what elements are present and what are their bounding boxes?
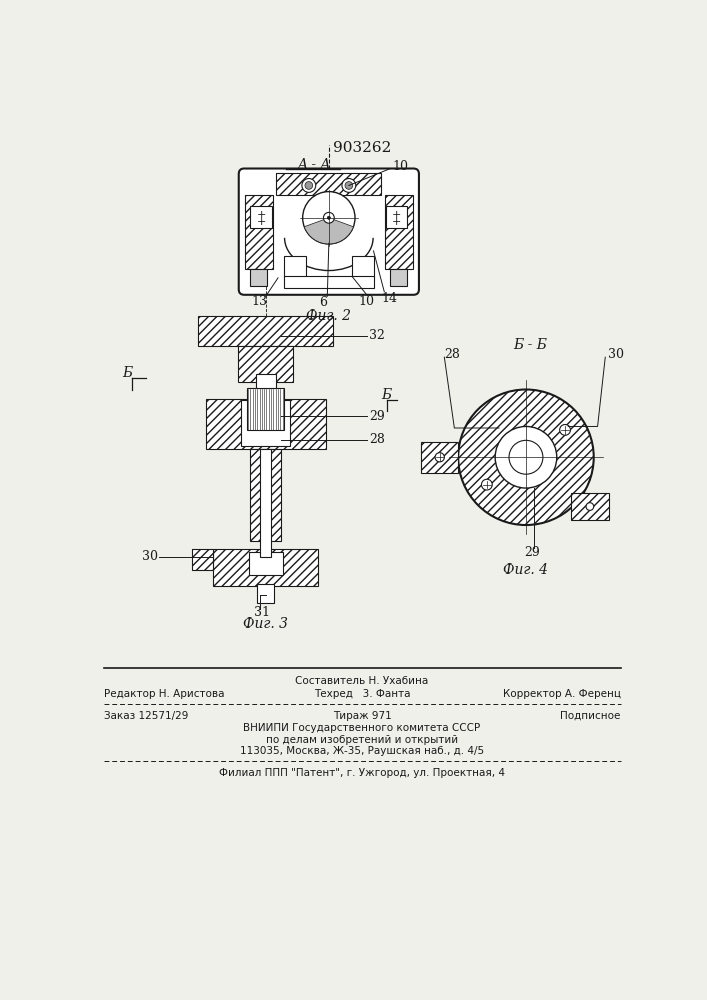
Text: 10: 10 bbox=[393, 160, 409, 173]
Bar bbox=[571, 493, 609, 520]
Bar bbox=[238, 346, 293, 382]
Bar bbox=[214, 549, 318, 586]
Bar bbox=[198, 316, 334, 346]
Text: 30: 30 bbox=[142, 550, 158, 563]
Circle shape bbox=[302, 179, 316, 192]
Bar bbox=[276, 173, 381, 195]
Bar bbox=[352, 256, 373, 278]
Circle shape bbox=[345, 182, 353, 189]
Bar bbox=[238, 346, 293, 382]
Text: 30: 30 bbox=[607, 348, 624, 361]
Bar bbox=[214, 549, 318, 586]
Bar bbox=[245, 195, 273, 269]
Text: Подписное: Подписное bbox=[561, 711, 621, 721]
Bar bbox=[192, 549, 214, 570]
Bar bbox=[250, 449, 281, 541]
Text: Корректор А. Ференц: Корректор А. Ференц bbox=[503, 689, 621, 699]
Text: 29: 29 bbox=[525, 546, 540, 559]
Bar bbox=[390, 269, 407, 286]
Text: 113035, Москва, Ж-35, Раушская наб., д. 4/5: 113035, Москва, Ж-35, Раушская наб., д. … bbox=[240, 746, 484, 756]
Text: Техред   3. Фанта: Техред 3. Фанта bbox=[314, 689, 410, 699]
Bar bbox=[284, 276, 373, 288]
Circle shape bbox=[586, 503, 594, 510]
Text: ВНИИПИ Государственного комитета СССР: ВНИИПИ Государственного комитета СССР bbox=[243, 723, 481, 733]
Bar bbox=[249, 552, 283, 575]
Bar bbox=[284, 256, 305, 278]
Wedge shape bbox=[304, 218, 354, 244]
Bar bbox=[206, 399, 326, 449]
Bar bbox=[276, 173, 381, 195]
Text: 31: 31 bbox=[254, 606, 270, 619]
Text: Фиг. 2: Фиг. 2 bbox=[306, 309, 351, 323]
Text: Фиг. 4: Фиг. 4 bbox=[503, 563, 549, 577]
Bar bbox=[260, 449, 271, 557]
Circle shape bbox=[458, 389, 594, 525]
Text: 14: 14 bbox=[381, 292, 397, 305]
Bar bbox=[198, 316, 334, 346]
Bar bbox=[250, 206, 272, 228]
Circle shape bbox=[509, 440, 543, 474]
Bar bbox=[245, 195, 273, 269]
Text: Филиал ППП "Патент", г. Ужгород, ул. Проектная, 4: Филиал ППП "Патент", г. Ужгород, ул. Про… bbox=[219, 768, 505, 778]
Circle shape bbox=[560, 424, 571, 435]
Text: +: + bbox=[257, 210, 266, 220]
Bar bbox=[385, 195, 413, 269]
Circle shape bbox=[435, 453, 444, 462]
Text: Б: Б bbox=[122, 366, 132, 380]
Text: +: + bbox=[392, 210, 402, 220]
Circle shape bbox=[495, 426, 557, 488]
Circle shape bbox=[342, 179, 356, 192]
Text: 6: 6 bbox=[319, 296, 327, 309]
Text: 29: 29 bbox=[369, 410, 385, 423]
Bar bbox=[247, 388, 284, 430]
Bar bbox=[250, 269, 267, 286]
Text: Редактор Н. Аристова: Редактор Н. Аристова bbox=[104, 689, 225, 699]
Text: A - A: A - A bbox=[297, 158, 330, 172]
Text: Тираж 971: Тираж 971 bbox=[332, 711, 392, 721]
Bar bbox=[206, 399, 326, 449]
Text: 903262: 903262 bbox=[333, 141, 391, 155]
Bar bbox=[421, 442, 458, 473]
Circle shape bbox=[481, 479, 492, 490]
Bar bbox=[256, 374, 276, 388]
Bar bbox=[385, 195, 413, 269]
Text: Б: Б bbox=[382, 388, 392, 402]
Text: Б - Б: Б - Б bbox=[513, 338, 547, 352]
Circle shape bbox=[303, 192, 355, 244]
Bar bbox=[571, 493, 609, 520]
Text: 10: 10 bbox=[358, 295, 374, 308]
Circle shape bbox=[324, 212, 334, 223]
Bar bbox=[386, 206, 407, 228]
Bar bbox=[192, 549, 214, 570]
Text: Фиг. 3: Фиг. 3 bbox=[243, 617, 288, 631]
Bar bbox=[421, 442, 458, 473]
Text: 28: 28 bbox=[369, 433, 385, 446]
Text: Составитель Н. Ухабина: Составитель Н. Ухабина bbox=[296, 676, 428, 686]
Circle shape bbox=[305, 182, 312, 189]
Text: по делам изобретений и открытий: по делам изобретений и открытий bbox=[266, 735, 458, 745]
Text: 13: 13 bbox=[252, 295, 268, 308]
Text: Заказ 12571/29: Заказ 12571/29 bbox=[104, 711, 188, 721]
Bar bbox=[257, 584, 274, 603]
Text: +: + bbox=[392, 217, 402, 227]
Text: +: + bbox=[257, 217, 266, 227]
Bar bbox=[241, 400, 291, 446]
Text: 32: 32 bbox=[369, 329, 385, 342]
Circle shape bbox=[327, 216, 330, 219]
Text: 28: 28 bbox=[444, 348, 460, 361]
FancyBboxPatch shape bbox=[239, 169, 419, 295]
Bar bbox=[250, 449, 281, 541]
